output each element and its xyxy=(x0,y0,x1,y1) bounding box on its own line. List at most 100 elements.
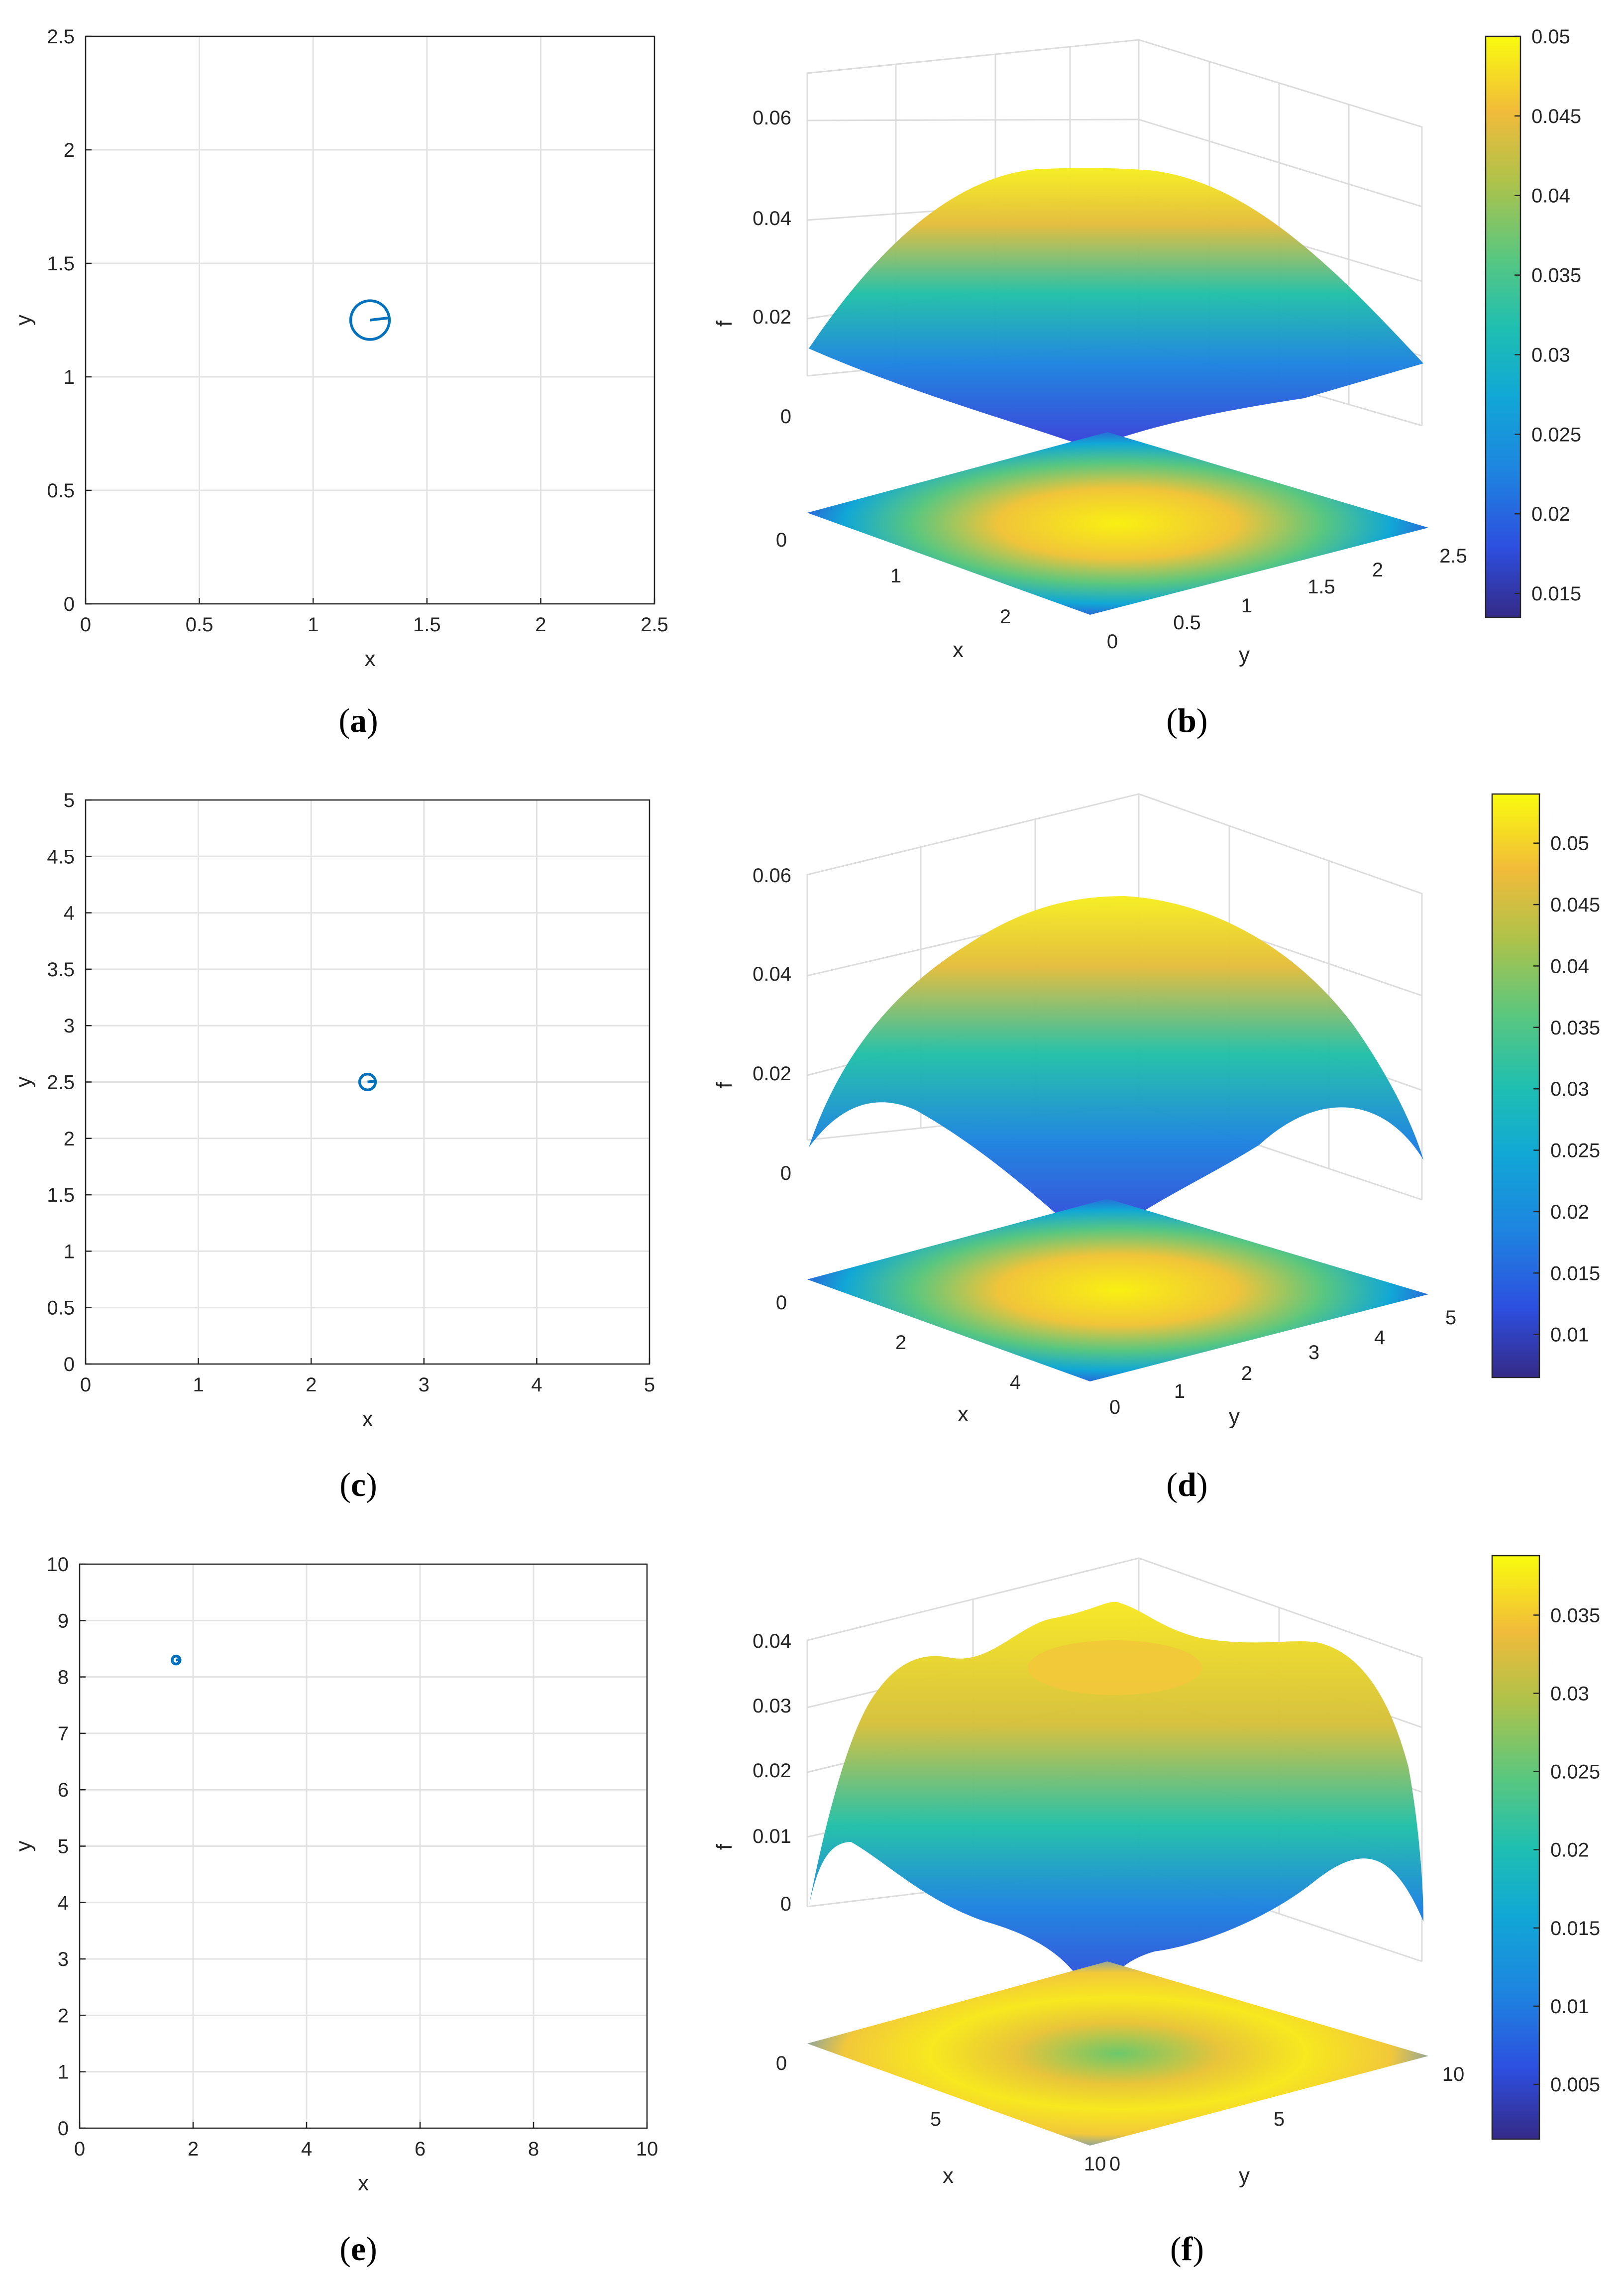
panel-a-trajectory-plot: 0 0.5 1 1.5 2 2.5 0 0.5 1 1.5 2 2.5 x y xyxy=(11,26,668,671)
xaxis-tick-label: 0.5 xyxy=(186,614,214,636)
yaxis-tick: 3 xyxy=(1308,1342,1319,1364)
yaxis-tick-label: 0 xyxy=(58,2118,69,2140)
xaxis-label: x xyxy=(358,2171,369,2195)
colorbar-tick-label: 0.03 xyxy=(1531,344,1570,366)
floor-plane xyxy=(807,432,1428,615)
colorbar-tick-label: 0.03 xyxy=(1550,1078,1589,1100)
yaxis-tick-label: 10 xyxy=(47,1554,69,1576)
yaxis-tick-label: 2.5 xyxy=(47,1072,75,1094)
yaxis-tick: 2.5 xyxy=(1439,545,1467,567)
trajectory-circle xyxy=(349,299,391,341)
yaxis-tick: 1 xyxy=(1241,595,1252,617)
yaxis-tick-label: 2 xyxy=(58,2005,69,2027)
caption-c: (c) xyxy=(339,1466,377,1503)
colorbar-gradient xyxy=(1491,1555,1540,2140)
yaxis-tick: 5 xyxy=(1445,1307,1456,1329)
yaxis-tick-label: 1 xyxy=(64,366,75,388)
panel-b-ticks: 0.06 0.04 0.02 0 f 0 1 2 x 0 0.5 1 1.5 2… xyxy=(712,107,1467,667)
yaxis-label: y xyxy=(11,1841,36,1852)
xaxis-tick: 5 xyxy=(930,2108,941,2130)
xaxis-label: x xyxy=(953,638,964,662)
colorbar-tick-label: 0.035 xyxy=(1531,265,1581,287)
surface xyxy=(809,168,1423,448)
zaxis-tick: 0.02 xyxy=(753,1760,791,1782)
xaxis-tick-label: 2 xyxy=(306,1374,317,1396)
surface xyxy=(809,1601,1423,2009)
xaxis-label: x xyxy=(362,1407,373,1431)
xaxis-tick: 1 xyxy=(890,565,901,587)
yaxis-tick-label: 4 xyxy=(64,903,75,924)
colorbar-tick-label: 0.05 xyxy=(1550,833,1589,855)
xaxis-tick-label: 4 xyxy=(301,2138,312,2160)
xaxis-tick: 2 xyxy=(1000,606,1011,628)
xaxis-tick-label: 1 xyxy=(193,1374,204,1396)
xaxis-label: x xyxy=(943,2164,954,2188)
xaxis-tick-label: 1 xyxy=(308,614,319,636)
yaxis-tick-label: 0 xyxy=(64,1354,75,1375)
zaxis-tick: 0.04 xyxy=(753,1630,791,1652)
yaxis-tick: 0 xyxy=(1109,2153,1120,2175)
axes-box xyxy=(85,35,655,605)
colorbar-tick-label: 0.02 xyxy=(1550,1839,1589,1861)
yaxis-tick-label: 6 xyxy=(58,1779,69,1801)
panel-d-colorbar: 0.01 0.015 0.02 0.025 0.03 0.035 0.04 0.045 0.05 xyxy=(1491,793,1600,1378)
colorbar-tick-label: 0.04 xyxy=(1531,185,1570,207)
panel-f-colorbar: 0.005 0.01 0.015 0.02 0.025 0.03 0.035 xyxy=(1491,1555,1600,2140)
colorbar-tick-label: 0.045 xyxy=(1550,894,1600,916)
panel-d-ticks: 0.06 0.04 0.02 0 f 0 2 4 x 0 1 2 3 4 5 y xyxy=(712,865,1456,1429)
colorbar-tick-label: 0.03 xyxy=(1550,1683,1589,1705)
colorbar-tick-label: 0.02 xyxy=(1550,1201,1589,1223)
yaxis-tick-label: 4.5 xyxy=(47,846,75,868)
yaxis-tick: 1.5 xyxy=(1307,576,1335,598)
yaxis-tick: 5 xyxy=(1274,2108,1285,2130)
yaxis-tick-label: 1.5 xyxy=(47,1184,75,1206)
yaxis-tick-label: 8 xyxy=(58,1667,69,1689)
yaxis-tick-label: 5 xyxy=(58,1836,69,1858)
colorbar-tick-label: 0.025 xyxy=(1550,1140,1600,1162)
yaxis-label: y xyxy=(11,315,36,326)
colorbar-tick-label: 0.01 xyxy=(1550,1324,1589,1346)
xaxis-tick-label: 0 xyxy=(80,614,91,636)
yaxis-tick-label: 3 xyxy=(64,1015,75,1037)
yaxis-tick: 1 xyxy=(1174,1380,1185,1402)
caption-e: (e) xyxy=(339,2230,377,2268)
yaxis-label: y xyxy=(1239,2164,1250,2188)
zaxis-tick: 0.04 xyxy=(753,963,791,985)
xaxis-tick: 10 xyxy=(1084,2153,1106,2175)
yaxis-tick-label: 2 xyxy=(64,139,75,161)
colorbar-tick-label: 0.045 xyxy=(1531,106,1581,127)
xaxis-tick: 2 xyxy=(895,1332,906,1354)
yaxis-tick-label: 7 xyxy=(58,1723,69,1745)
captions: (a) (b) (c) (d) (e) (f) xyxy=(338,701,1207,2268)
xaxis-tick: 4 xyxy=(1010,1371,1021,1393)
zaxis-label: f xyxy=(712,320,737,327)
yaxis-tick-label: 3.5 xyxy=(47,959,75,981)
yaxis-tick: 10 xyxy=(1442,2063,1465,2085)
panel-b-surface-plot xyxy=(806,39,1428,615)
zaxis-tick: 0 xyxy=(780,1893,791,1915)
xaxis-label: x xyxy=(958,1402,969,1426)
yaxis-tick-label: 0 xyxy=(64,593,75,615)
yaxis-label: y xyxy=(11,1077,36,1088)
yaxis-tick: 2 xyxy=(1372,559,1383,581)
yaxis-tick-label: 2 xyxy=(64,1128,75,1150)
floor-plane xyxy=(807,1199,1428,1381)
zaxis-tick: 0.03 xyxy=(753,1695,791,1717)
yaxis-label: y xyxy=(1229,1404,1240,1429)
yaxis-tick: 0 xyxy=(1107,631,1118,653)
colorbar-tick-label: 0.035 xyxy=(1550,1017,1600,1039)
zaxis-label: f xyxy=(712,1843,737,1850)
xaxis-tick-label: 2 xyxy=(188,2138,199,2160)
zaxis-tick: 0.06 xyxy=(753,107,791,129)
yaxis-tick-label: 1 xyxy=(58,2061,69,2083)
zaxis-tick: 0.04 xyxy=(753,208,791,229)
zaxis-label: f xyxy=(712,1082,737,1088)
xaxis-tick-label: 6 xyxy=(415,2138,426,2160)
xaxis-tick: 0 xyxy=(776,2052,787,2074)
zaxis-tick: 0.06 xyxy=(753,865,791,887)
trajectory-radius-line xyxy=(367,1079,376,1084)
panel-c-trajectory-plot: 0 1 2 3 4 5 0 0.5 1 1.5 2 2.5 3 3.5 4 4.5 5 x y xyxy=(11,790,655,1431)
xaxis-tick-label: 5 xyxy=(644,1374,655,1396)
yaxis-tick-label: 2.5 xyxy=(47,26,75,48)
